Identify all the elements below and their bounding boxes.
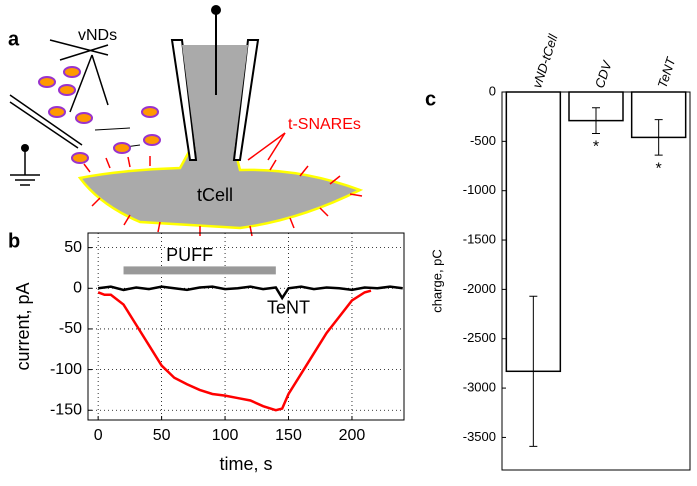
y-tick-label: -1500 xyxy=(463,231,496,246)
x-axis-label: time, s xyxy=(219,454,272,474)
y-axis-label: current, pA xyxy=(13,282,33,370)
cell xyxy=(77,148,364,230)
panel-label: b xyxy=(8,230,20,252)
ground-tip xyxy=(21,144,29,152)
puff-label: PUFF xyxy=(166,245,213,265)
electrode-tip xyxy=(211,5,221,15)
y-tick-label: -3000 xyxy=(463,380,496,395)
pipette-fill xyxy=(182,45,248,152)
x-tick-label: 0 xyxy=(94,427,103,444)
series-label: TeNT xyxy=(267,297,310,317)
series-line xyxy=(97,285,403,301)
category-label: vND-tCell xyxy=(529,31,561,90)
y-tick-label: -100 xyxy=(50,361,82,378)
significance-mark: * xyxy=(593,139,599,156)
vesicles xyxy=(38,66,161,164)
plot-frame xyxy=(87,232,405,421)
y-tick-label: 0 xyxy=(73,280,82,297)
x-tick-label: 200 xyxy=(339,427,366,444)
panel-label: c xyxy=(425,88,436,110)
snare-label: t-SNAREs xyxy=(288,116,361,133)
y-tick-label: -2000 xyxy=(463,281,496,296)
y-tick-label: 50 xyxy=(64,239,82,256)
y-tick-label: -50 xyxy=(59,320,82,337)
y-tick-label: 0 xyxy=(489,83,496,98)
y-tick-label: -3500 xyxy=(463,429,496,444)
plot-frame xyxy=(501,91,691,471)
vesicle-label: vNDs xyxy=(78,27,117,44)
series-line xyxy=(97,289,372,412)
y-tick-label: -150 xyxy=(50,401,82,418)
y-tick-label: -1000 xyxy=(463,182,496,197)
x-tick-label: 150 xyxy=(275,427,302,444)
y-axis-label: charge, pC xyxy=(429,249,444,313)
significance-mark: * xyxy=(656,160,662,177)
y-tick-label: -500 xyxy=(470,133,496,148)
snare-spikes xyxy=(83,132,363,237)
error-bar xyxy=(592,107,600,134)
x-tick-label: 100 xyxy=(212,427,239,444)
y-tick-label: -2500 xyxy=(463,330,496,345)
panel-label: a xyxy=(8,28,20,50)
diagram: a vNDs xyxy=(8,5,364,237)
x-tick-label: 50 xyxy=(153,427,171,444)
error-bar xyxy=(654,119,663,156)
category-label: TeNT xyxy=(655,55,679,90)
cell-label: tCell xyxy=(197,185,233,205)
error-bar xyxy=(529,295,538,447)
pipette-walls xyxy=(170,39,260,161)
puff-bar xyxy=(123,266,276,275)
pipette-left xyxy=(9,39,141,186)
category-label: CDV xyxy=(592,58,615,90)
